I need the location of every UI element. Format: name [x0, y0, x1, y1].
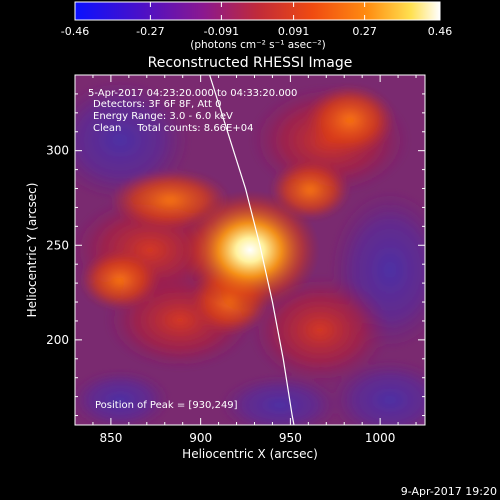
- annotation-counts: Clean Total counts: 8.66E+04: [93, 123, 253, 134]
- colorbar-tick-label: 0.46: [428, 25, 453, 38]
- x-axis-ticks: 850 900 950 1000: [92, 75, 417, 445]
- colorbar-tick-label: -0.27: [136, 25, 164, 38]
- y-tick-label: 250: [46, 238, 69, 252]
- x-tick-label: 950: [279, 431, 302, 445]
- colorbar: -0.46 -0.27 -0.091 0.091 0.27 0.46 (photons c…: [61, 1, 452, 51]
- colorbar-tick-label: -0.46: [61, 25, 89, 38]
- colorbar-tick-label: 0.091: [278, 25, 310, 38]
- plot-frame: [74, 74, 426, 426]
- colorbar-tick-labels: -0.46 -0.27 -0.091 0.091 0.27 0.46: [61, 25, 452, 38]
- x-tick-label: 850: [99, 431, 122, 445]
- heatmap-region: [305, 85, 395, 155]
- y-axis-label: Heliocentric Y (arcsec): [25, 183, 39, 318]
- y-tick-label: 200: [46, 333, 69, 347]
- chart-title: Reconstructed RHESSI Image: [148, 55, 353, 71]
- footer-timestamp: 9-Apr-2017 19:20: [401, 485, 497, 498]
- x-tick-label: 1000: [365, 431, 396, 445]
- colorbar-ticks: [74, 2, 441, 20]
- heatmap-region: [250, 275, 390, 385]
- colorbar-strip: [74, 1, 441, 21]
- plot-area: 850 900 950 1000 200 250 300: [46, 74, 426, 445]
- emission-peak: [180, 190, 320, 310]
- annotation-detectors: Detectors: 3F 6F 8F, Att 0: [93, 99, 221, 110]
- annotation-energy-range: Energy Range: 3.0 - 6.0 keV: [93, 111, 233, 122]
- heatmap-region: [80, 250, 160, 310]
- solar-limb: [209, 75, 295, 425]
- heatmap-region: [75, 370, 170, 425]
- annotation-peak-position: Position of Peak = [930,249]: [95, 400, 238, 411]
- colorbar-tick-label: 0.27: [352, 25, 377, 38]
- colorbar-units: (photons cm⁻² s⁻¹ asec⁻²): [190, 39, 325, 51]
- heatmap-image: [75, 75, 425, 425]
- y-tick-label: 300: [46, 144, 69, 158]
- annotation-time-range: 5-Apr-2017 04:23:20.000 to 04:33:20.000: [88, 88, 297, 99]
- colorbar-tick-label: -0.091: [204, 25, 239, 38]
- heatmap-region: [220, 375, 340, 425]
- y-axis-ticks: 200 250 300: [46, 74, 425, 417]
- x-tick-label: 900: [189, 431, 212, 445]
- plot-annotations: 5-Apr-2017 04:23:20.000 to 04:33:20.000 …: [88, 88, 297, 411]
- heatmap-region: [75, 80, 190, 200]
- x-axis-label: Heliocentric X (arcsec): [182, 447, 318, 461]
